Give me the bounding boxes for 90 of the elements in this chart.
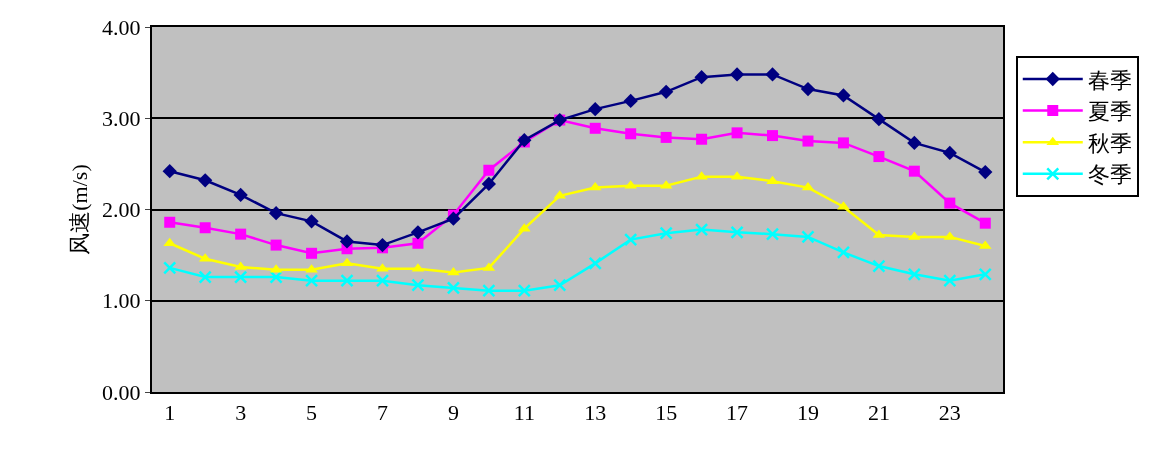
point	[446, 211, 461, 226]
point	[943, 273, 957, 288]
point	[482, 283, 496, 298]
x-tick-label: 19	[796, 400, 819, 426]
point	[304, 214, 319, 229]
point	[164, 216, 176, 228]
point	[304, 273, 319, 288]
legend-label: 夏季	[1087, 99, 1132, 125]
point	[199, 222, 211, 234]
point	[729, 67, 745, 82]
point	[235, 228, 247, 240]
legend-label: 秋季	[1087, 130, 1132, 156]
y-tick-label: 2.00	[102, 197, 141, 223]
point	[694, 70, 709, 85]
legend-label: 春季	[1087, 67, 1132, 93]
x-tick-label: 23	[938, 400, 961, 426]
point	[659, 226, 673, 240]
point	[765, 227, 780, 241]
x-tick-label: 15	[655, 400, 678, 426]
point	[412, 237, 424, 249]
point	[731, 127, 743, 139]
point	[588, 256, 602, 271]
point	[623, 232, 638, 247]
point	[340, 257, 354, 267]
point	[872, 259, 886, 273]
x-tick-label: 5	[306, 400, 318, 426]
x-tick-label: 1	[164, 400, 176, 426]
point	[800, 81, 816, 97]
point	[198, 270, 212, 284]
point	[588, 101, 603, 117]
point	[162, 164, 177, 179]
point	[163, 237, 177, 247]
point	[623, 93, 638, 109]
x-tick-label: 13	[584, 400, 607, 426]
point	[233, 187, 248, 203]
x-tick-label: 7	[376, 400, 388, 426]
point	[659, 84, 674, 99]
point	[873, 151, 885, 163]
x-tick-label: 3	[235, 400, 247, 426]
legend-label: 冬季	[1087, 162, 1132, 188]
point	[871, 112, 887, 127]
point	[730, 225, 744, 240]
point	[375, 273, 390, 288]
point	[836, 88, 851, 103]
point	[268, 206, 284, 221]
point	[978, 267, 993, 282]
point	[410, 225, 426, 240]
point	[942, 145, 957, 161]
point	[553, 278, 567, 292]
point	[907, 267, 922, 282]
point	[660, 131, 672, 143]
point	[446, 281, 461, 295]
y-tick-label: 1.00	[102, 288, 141, 314]
point	[340, 273, 354, 288]
point	[767, 130, 779, 142]
x-tick-label: 17	[726, 400, 749, 426]
point	[907, 135, 922, 151]
point	[979, 217, 991, 229]
point	[517, 283, 532, 298]
point	[198, 173, 213, 188]
point	[694, 222, 709, 237]
point	[269, 270, 283, 284]
point	[233, 270, 248, 284]
point	[625, 128, 637, 140]
point	[908, 165, 920, 177]
y-tick-label: 3.00	[102, 105, 141, 131]
point	[589, 122, 601, 134]
point	[483, 164, 495, 176]
x-tick-label: 11	[513, 400, 535, 426]
point	[837, 137, 849, 149]
point	[978, 164, 993, 180]
point	[696, 133, 708, 145]
point	[944, 197, 956, 209]
point	[375, 237, 390, 253]
point	[836, 245, 851, 260]
point	[481, 176, 496, 192]
x-tick-label: 21	[867, 400, 890, 426]
y-tick-label: 0.00	[102, 379, 141, 405]
point	[306, 247, 318, 259]
point	[270, 239, 282, 251]
y-tick-label: 4.00	[102, 14, 141, 40]
point	[765, 67, 780, 82]
point	[801, 230, 815, 244]
point	[162, 261, 177, 275]
y-axis-title: 风速(m/s)	[67, 164, 93, 255]
x-tick-label: 9	[447, 400, 459, 426]
point	[339, 234, 355, 249]
point	[411, 278, 425, 292]
point	[802, 135, 814, 147]
point	[447, 266, 460, 276]
